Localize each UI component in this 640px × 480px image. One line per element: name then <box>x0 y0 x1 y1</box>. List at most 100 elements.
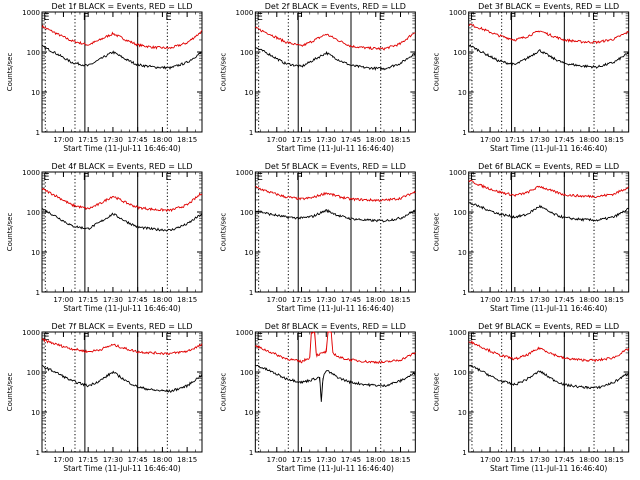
plot-frame <box>41 171 203 293</box>
x-tick-label: 17:00 <box>267 456 287 464</box>
x-axis-label: Start Time (11-Jul-11 16:46:40) <box>490 144 607 153</box>
x-axis-label: Start Time (11-Jul-11 16:46:40) <box>490 464 607 473</box>
x-tick-label: 18:00 <box>579 136 599 144</box>
x-axis-label: Start Time (11-Jul-11 16:46:40) <box>63 144 180 153</box>
time-marker-label: E <box>470 172 476 183</box>
time-marker-label: E <box>379 12 385 23</box>
y-tick-label: 10 <box>244 89 253 97</box>
x-tick-label: 17:30 <box>103 136 123 144</box>
chart-panel-9: Det 9f BLACK = Events, RED = LLD 1 10 100 10… <box>433 322 630 473</box>
y-axis-label: Counts/sec <box>6 213 14 252</box>
time-marker-label: E <box>379 172 385 183</box>
x-tick-label: 17:15 <box>291 296 311 304</box>
events-series-line <box>255 47 416 71</box>
plot-frame <box>468 11 630 133</box>
chart-title: Det 5f BLACK = Events, RED = LLD <box>265 162 406 171</box>
x-tick-label: 17:30 <box>530 136 550 144</box>
time-marker-label: F <box>296 332 302 343</box>
y-tick-label: 1 <box>249 449 253 457</box>
x-tick-label: 17:15 <box>505 456 525 464</box>
y-tick-label: 100 <box>453 369 466 377</box>
x-axis-label: Start Time (11-Jul-11 16:46:40) <box>490 304 607 313</box>
x-tick-label: 17:30 <box>530 296 550 304</box>
x-tick-label: 17:15 <box>505 136 525 144</box>
chart-panel-6: Det 6f BLACK = Events, RED = LLD 1 10 100 10… <box>433 162 630 313</box>
time-marker-label: F <box>510 172 516 183</box>
x-tick-label: 17:45 <box>554 136 574 144</box>
y-tick-label: 1 <box>462 449 466 457</box>
plot-frame <box>41 331 203 453</box>
time-marker-label: F <box>83 172 89 183</box>
y-tick-label: 100 <box>453 209 466 217</box>
events-series-line <box>468 364 630 390</box>
y-tick-label: 100 <box>27 369 40 377</box>
plot-frame <box>41 11 203 133</box>
plot-frame <box>254 331 416 453</box>
x-tick-label: 18:00 <box>152 456 172 464</box>
time-marker-label: F <box>510 332 516 343</box>
y-tick-label: 1000 <box>22 9 40 17</box>
events-series-line <box>41 208 203 232</box>
lld-series-line <box>41 338 203 356</box>
x-tick-label: 18:15 <box>604 136 624 144</box>
chart-title: Det 7f BLACK = Events, RED = LLD <box>51 322 192 331</box>
x-tick-label: 17:15 <box>505 296 525 304</box>
x-tick-label: 17:45 <box>341 296 361 304</box>
lld-series-line <box>468 23 630 45</box>
x-axis-label: Start Time (11-Jul-11 16:46:40) <box>277 304 394 313</box>
x-tick-label: 17:30 <box>103 296 123 304</box>
plot-frame <box>468 171 630 293</box>
chart-panel-8: Det 8f BLACK = Events, RED = LLD 1 10 100 10… <box>219 322 416 473</box>
x-tick-label: 18:15 <box>390 136 410 144</box>
x-tick-label: 17:00 <box>53 456 73 464</box>
y-tick-label: 1000 <box>449 9 467 17</box>
x-tick-label: 17:15 <box>78 136 98 144</box>
y-tick-label: 100 <box>453 49 466 57</box>
chart-panel-2: Det 2f BLACK = Events, RED = LLD 1 10 100 10… <box>219 2 416 153</box>
chart-panel-5: Det 5f BLACK = Events, RED = LLD 1 10 100 10… <box>219 162 416 313</box>
y-tick-label: 10 <box>31 249 40 257</box>
x-axis-label: Start Time (11-Jul-11 16:46:40) <box>277 464 394 473</box>
x-tick-label: 17:00 <box>53 136 73 144</box>
events-series-line <box>468 44 630 69</box>
events-series-line <box>41 44 203 70</box>
y-tick-label: 100 <box>240 49 253 57</box>
chart-panel-3: Det 3f BLACK = Events, RED = LLD 1 10 100 10… <box>433 2 630 153</box>
x-tick-label: 17:45 <box>554 296 574 304</box>
x-tick-label: 18:15 <box>604 456 624 464</box>
x-tick-label: 17:00 <box>267 136 287 144</box>
time-marker-label: E <box>592 332 598 343</box>
time-marker-label: F <box>83 332 89 343</box>
x-tick-label: 18:00 <box>366 456 386 464</box>
time-marker-label: E <box>470 332 476 343</box>
x-tick-label: 18:00 <box>152 296 172 304</box>
x-tick-label: 18:00 <box>579 456 599 464</box>
y-tick-label: 100 <box>27 49 40 57</box>
x-axis-label: Start Time (11-Jul-11 16:46:40) <box>277 144 394 153</box>
y-tick-label: 1 <box>36 289 40 297</box>
time-marker-label: E <box>165 12 171 23</box>
plot-frame <box>254 11 416 133</box>
chart-title: Det 8f BLACK = Events, RED = LLD <box>265 322 406 331</box>
x-tick-label: 17:00 <box>480 456 500 464</box>
time-marker-label: E <box>592 172 598 183</box>
y-tick-label: 1000 <box>236 169 254 177</box>
y-axis-label: Counts/sec <box>433 53 441 92</box>
y-tick-label: 1000 <box>236 329 254 337</box>
y-tick-label: 100 <box>27 209 40 217</box>
y-tick-label: 10 <box>458 249 467 257</box>
x-tick-label: 17:15 <box>291 136 311 144</box>
x-tick-label: 17:15 <box>78 456 98 464</box>
y-tick-label: 1000 <box>449 329 467 337</box>
x-tick-label: 17:15 <box>291 456 311 464</box>
x-tick-label: 18:00 <box>366 136 386 144</box>
x-tick-label: 18:15 <box>177 296 197 304</box>
y-axis-label: Counts/sec <box>6 373 14 412</box>
lld-series-line <box>255 185 416 203</box>
chart-title: Det 2f BLACK = Events, RED = LLD <box>265 2 406 11</box>
x-tick-label: 18:00 <box>366 296 386 304</box>
lld-series-line <box>468 340 630 363</box>
y-axis-label: Counts/sec <box>219 373 227 412</box>
y-axis-label: Counts/sec <box>219 53 227 92</box>
